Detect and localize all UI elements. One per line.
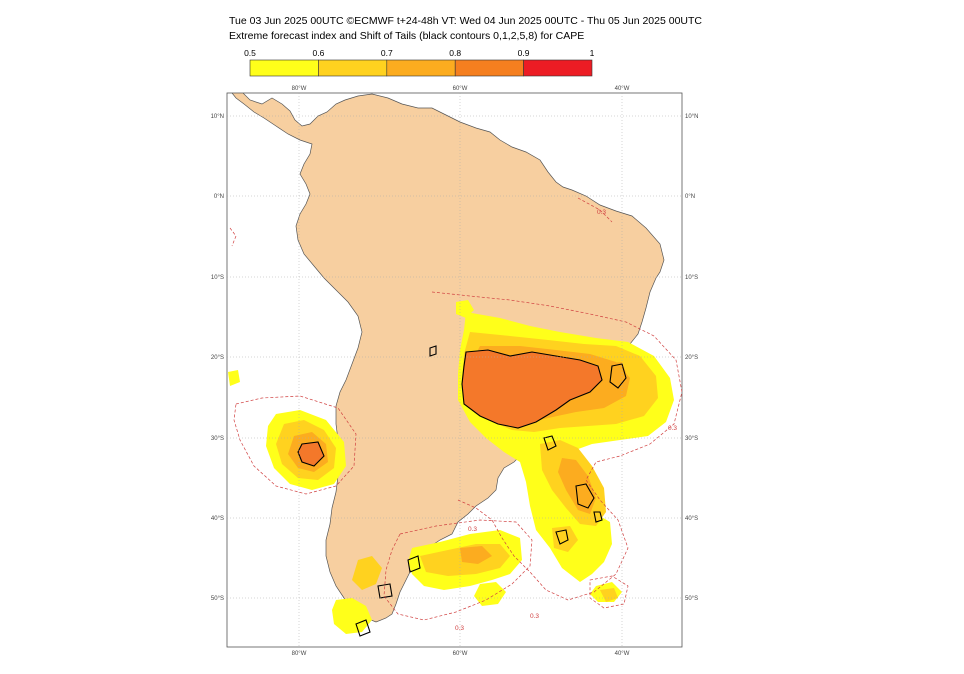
contour-label: 0.3 [468,526,477,533]
colorbar-tick-label: 0.7 [381,48,393,58]
lat-label-left: 30°S [211,436,224,442]
contour-label: 0.3 [455,625,464,632]
graticule [227,93,682,647]
lat-label-left: 40°S [211,516,224,522]
lat-label-right: 40°S [685,516,698,522]
lon-label-top: 80°W [292,86,307,92]
lat-label-right: 0°N [685,194,695,200]
lat-label-left: 10°S [211,275,224,281]
colorbar-tick-label: 0.5 [244,48,256,58]
lat-label-right: 20°S [685,355,698,361]
efi-shading-0-8 [298,350,602,466]
map-title-parameter: Extreme forecast index and Shift of Tail… [229,30,585,42]
map-title-validity: Tue 03 Jun 2025 00UTC ©ECMWF t+24-48h VT… [229,15,702,27]
contour-label: 0.3 [597,209,606,216]
lon-label-bottom: 40°W [615,651,630,657]
lat-label-right: 10°N [685,114,698,120]
lon-label-bottom: 60°W [453,651,468,657]
south-america-land [231,93,665,623]
colorbar-tick-label: 0.6 [312,48,324,58]
lon-label-bottom: 80°W [292,651,307,657]
lon-label-top: 60°W [453,86,468,92]
colorbar-tick-label: 0.8 [449,48,461,58]
lat-label-right: 30°S [685,436,698,442]
contour-label: 0.3 [530,613,539,620]
colorbar-swatch-4 [523,59,593,77]
colorbar-tick-label: 1 [590,48,595,58]
lat-label-left: 20°S [211,355,224,361]
contour-label: 0.3 [668,425,677,432]
colorbar-tick-label: 0.9 [518,48,530,58]
shift-of-tails-contours [297,345,627,637]
colorbar: 0.5 0.6 0.7 0.8 0.9 1 [244,48,595,77]
lat-label-left: 10°N [211,114,224,120]
lat-label-left: 50°S [211,596,224,602]
lat-label-right: 50°S [685,596,698,602]
lat-label-right: 10°S [685,275,698,281]
lat-label-left: 0°N [214,194,224,200]
lon-label-top: 40°W [615,86,630,92]
